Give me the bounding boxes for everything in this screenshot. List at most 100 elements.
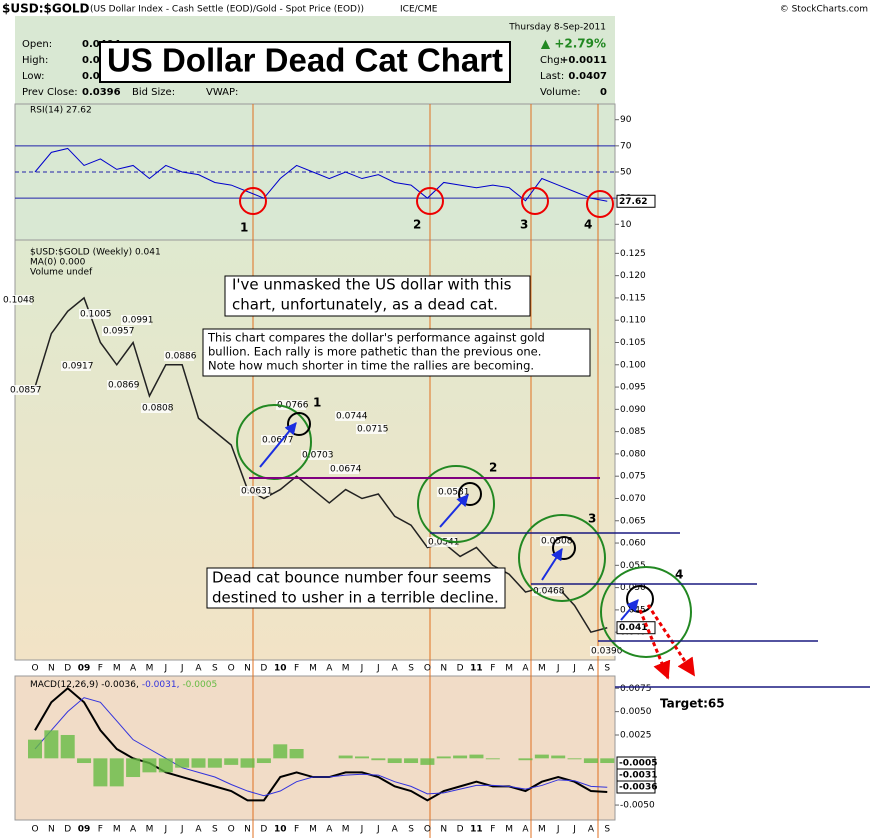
price-label: 0.0869 bbox=[108, 381, 140, 391]
price-label: 0.0677 bbox=[262, 436, 294, 446]
price-label-box bbox=[335, 411, 365, 421]
value: +0.0011 bbox=[560, 55, 607, 66]
x-tick-label: S bbox=[212, 825, 218, 835]
annotations: I've unmasked the US dollar with this cha… bbox=[207, 218, 725, 711]
note-line: I've unmasked the US dollar with this bbox=[232, 276, 512, 294]
x-tick-label: M bbox=[113, 664, 121, 674]
price-label: 0.0886 bbox=[165, 352, 197, 362]
x-tick-label: M bbox=[505, 664, 513, 674]
x-tick-label: A bbox=[195, 825, 202, 835]
x-tick-label: F bbox=[294, 664, 299, 674]
x-tick-label: M bbox=[538, 664, 546, 674]
x-tick-label: 11 bbox=[470, 664, 483, 674]
x-tick-label: N bbox=[48, 664, 55, 674]
x-tick-label: J bbox=[556, 825, 560, 835]
y-tick-label: 0.070 bbox=[620, 494, 646, 504]
price-label-box bbox=[9, 385, 39, 395]
note-line: chart, unfortunately, as a dead cat. bbox=[232, 296, 498, 314]
legend: $USD:$GOLD (Weekly) 0.041 bbox=[30, 248, 161, 258]
label: VWAP: bbox=[206, 87, 238, 98]
price-label-box bbox=[107, 380, 137, 390]
price-label-box bbox=[121, 315, 151, 325]
histogram-bar bbox=[93, 758, 108, 787]
price-label-box bbox=[356, 424, 386, 434]
date: Thursday 8-Sep-2011 bbox=[508, 23, 606, 33]
histogram-bar bbox=[453, 755, 468, 759]
y-tick-label: 0.080 bbox=[620, 449, 646, 459]
y-tick-label: 0.110 bbox=[620, 316, 646, 326]
x-tick-label: F bbox=[294, 825, 299, 835]
change: ▲ +2.79% bbox=[541, 37, 606, 51]
note-line: This chart compares the dollar's perform… bbox=[207, 331, 545, 345]
histogram-bar bbox=[600, 758, 615, 764]
x-tick-label: J bbox=[572, 664, 576, 674]
y-tick-label: 0.125 bbox=[620, 249, 646, 259]
title-box bbox=[99, 41, 511, 83]
desc: (US Dollar Index - Cash Settle (EOD)/Gol… bbox=[90, 5, 364, 15]
label: Chg: bbox=[540, 55, 563, 66]
price-label: 0.0541 bbox=[428, 538, 460, 548]
x-tick-label: O bbox=[228, 664, 235, 674]
x-tick-label: N bbox=[244, 664, 251, 674]
price-label: 0.0766 bbox=[277, 401, 309, 411]
histogram-bar bbox=[485, 758, 500, 760]
x-tick-label: A bbox=[522, 825, 529, 835]
x-tick-label: A bbox=[392, 825, 399, 835]
y-tick-label: 0.115 bbox=[620, 293, 646, 303]
x-tick-label: N bbox=[48, 825, 55, 835]
legend-entry: -0.0031, bbox=[142, 680, 180, 690]
histogram-bar bbox=[175, 758, 190, 768]
headers: $USD:$GOLD (US Dollar Index - Cash Settl… bbox=[2, 2, 868, 116]
x-tick-label: O bbox=[424, 825, 431, 835]
y-tick-label: 0.0050 bbox=[620, 707, 652, 717]
x-tick-label: S bbox=[212, 664, 218, 674]
plots: 103050709027.620.0400.0450.0500.0550.060… bbox=[2, 115, 657, 835]
histogram-bar bbox=[224, 758, 239, 765]
value: 0 bbox=[600, 87, 607, 98]
x-tick-label: D bbox=[457, 825, 464, 835]
y-tick-label: 0.065 bbox=[620, 516, 646, 526]
histogram-bar bbox=[387, 758, 402, 764]
x-tick-label: N bbox=[440, 664, 447, 674]
circle-mark: 4 bbox=[675, 568, 683, 582]
y-tick-label: 0.095 bbox=[620, 383, 646, 393]
x-tick-label: A bbox=[588, 664, 595, 674]
price-label-box bbox=[590, 646, 620, 656]
histogram-bar bbox=[191, 758, 206, 768]
y-tick-label: 70 bbox=[620, 141, 632, 151]
legend-entry: MACD(12,26,9) -0.0036, bbox=[30, 680, 139, 690]
histogram-bar bbox=[355, 756, 369, 759]
last-label: 0.041 bbox=[619, 623, 647, 633]
price-label-box bbox=[261, 435, 291, 445]
histogram-bar bbox=[207, 758, 222, 768]
y-tick-label: 0.090 bbox=[620, 405, 646, 415]
last-box bbox=[616, 194, 656, 208]
label: Prev Close: bbox=[22, 87, 78, 98]
price-label: 0.0631 bbox=[241, 487, 273, 497]
x-tick-label: D bbox=[260, 664, 267, 674]
x-tick-label: J bbox=[180, 825, 184, 835]
x-tick-label: D bbox=[260, 825, 267, 835]
x-tick-label: A bbox=[392, 664, 399, 674]
macd-panel bbox=[14, 675, 616, 821]
x-tick-label: 09 bbox=[78, 825, 91, 835]
price-label-box bbox=[240, 486, 270, 496]
x-tick-label: J bbox=[180, 664, 184, 674]
histogram-bar bbox=[256, 758, 271, 764]
target: Target:65 bbox=[660, 697, 725, 711]
x-tick-label: A bbox=[522, 664, 529, 674]
price-label-box bbox=[61, 361, 91, 371]
rsi-mark: 3 bbox=[520, 218, 528, 232]
histogram-bar bbox=[240, 758, 255, 768]
price-label: 0.0917 bbox=[62, 362, 94, 372]
y-tick-label: 0.085 bbox=[620, 427, 646, 437]
y-tick-label: 0.105 bbox=[620, 338, 646, 348]
rsi-mark: 4 bbox=[584, 218, 592, 232]
histogram-bar bbox=[583, 758, 598, 764]
label: Last: bbox=[540, 71, 564, 82]
histogram-bar bbox=[551, 755, 566, 759]
histogram-bar bbox=[404, 758, 419, 764]
x-tick-label: D bbox=[64, 825, 71, 835]
data-line bbox=[34, 147, 608, 202]
histogram-bar bbox=[518, 758, 533, 761]
